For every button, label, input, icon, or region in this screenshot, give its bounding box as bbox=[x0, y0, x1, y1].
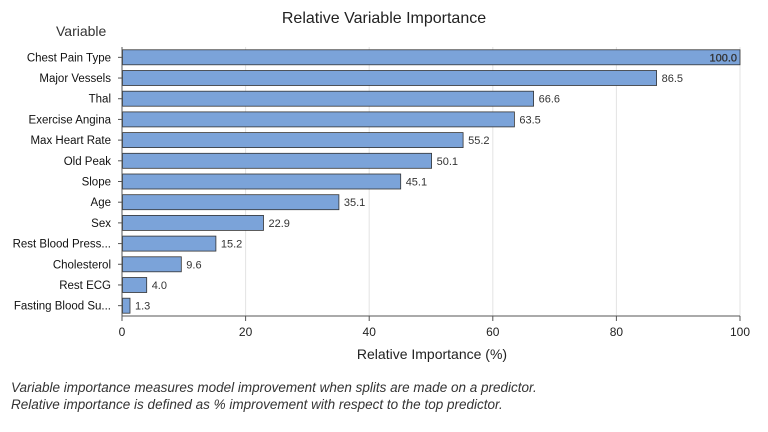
x-tick-label: 40 bbox=[363, 325, 377, 339]
category-label: Rest Blood Press... bbox=[13, 239, 111, 251]
bar-series: Chest Pain Type 100.0 Major Vessels 86.5 Tha… bbox=[13, 49, 741, 314]
bar bbox=[122, 152, 433, 169]
bar bbox=[122, 256, 182, 273]
footnote-line-1: Variable importance measures model impro… bbox=[11, 380, 537, 395]
category-label: Rest ECG bbox=[59, 280, 111, 292]
value-label: 50.1 bbox=[437, 156, 458, 168]
value-label: 4.0 bbox=[152, 280, 167, 292]
bar bbox=[122, 70, 657, 86]
bar bbox=[122, 214, 264, 231]
value-label: 15.2 bbox=[221, 239, 242, 251]
category-label: Chest Pain Type bbox=[27, 52, 111, 64]
x-tick-label: 20 bbox=[239, 325, 253, 339]
category-label: Max Heart Rate bbox=[30, 135, 111, 147]
x-tick-label: 60 bbox=[486, 325, 500, 339]
footnote-line-2: Relative importance is defined as % impr… bbox=[11, 397, 503, 412]
axes: 0 20 40 60 80 100 bbox=[118, 47, 750, 339]
category-label: Slope bbox=[82, 177, 111, 189]
bar bbox=[122, 173, 402, 190]
category-label: Cholesterol bbox=[53, 259, 111, 271]
category-label: Sex bbox=[91, 218, 111, 230]
value-label: 63.5 bbox=[519, 114, 540, 126]
bar bbox=[122, 90, 535, 107]
value-label: 55.2 bbox=[468, 135, 489, 147]
bar bbox=[122, 277, 148, 293]
x-tick-label: 0 bbox=[119, 325, 126, 339]
value-label: 45.1 bbox=[406, 177, 427, 189]
value-label: 100.0 bbox=[709, 52, 737, 64]
category-label: Age bbox=[91, 197, 111, 209]
y-axis-title: Variable bbox=[56, 23, 107, 39]
x-tick-label: 100 bbox=[730, 325, 750, 339]
value-label: 86.5 bbox=[662, 73, 683, 85]
value-label: 9.6 bbox=[186, 259, 201, 271]
importance-chart: Relative Variable Importance Variable Ch… bbox=[13, 10, 751, 362]
chart-title: Relative Variable Importance bbox=[282, 10, 486, 27]
x-axis-title: Relative Importance (%) bbox=[357, 346, 507, 362]
category-label: Exercise Angina bbox=[29, 114, 112, 126]
value-label: 1.3 bbox=[135, 301, 150, 313]
value-label: 22.9 bbox=[269, 218, 290, 230]
bar bbox=[122, 49, 741, 66]
category-label: Fasting Blood Su... bbox=[14, 301, 111, 313]
bar bbox=[122, 132, 464, 149]
category-label: Major Vessels bbox=[39, 73, 111, 85]
category-label: Thal bbox=[89, 94, 111, 106]
value-label: 66.6 bbox=[539, 94, 560, 106]
category-label: Old Peak bbox=[64, 156, 112, 168]
bar bbox=[122, 297, 131, 314]
bar bbox=[122, 111, 515, 128]
value-label: 35.1 bbox=[344, 197, 365, 209]
bar bbox=[122, 235, 217, 252]
x-tick-label: 80 bbox=[610, 325, 624, 339]
footnote: Variable importance measures model impro… bbox=[11, 379, 537, 413]
bar bbox=[122, 194, 340, 211]
